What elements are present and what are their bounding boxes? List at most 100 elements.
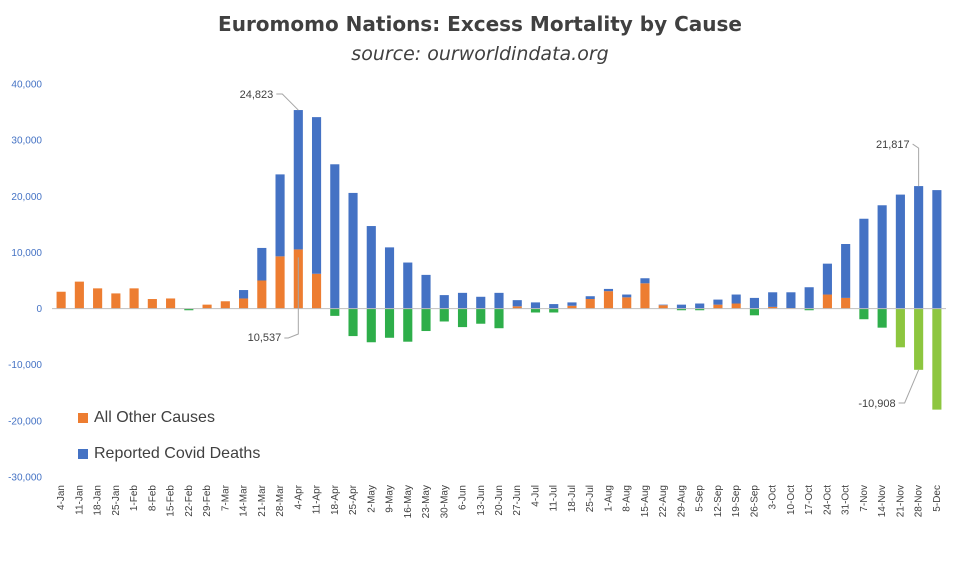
- bar-other-causes-negative: [366, 308, 376, 343]
- bar-covid-deaths: [749, 297, 759, 309]
- bar-other-causes-negative: [330, 308, 340, 316]
- x-tick-label: 11-Jul: [549, 485, 560, 512]
- x-tick-label: 18-Apr: [330, 484, 341, 515]
- bar-covid-deaths: [585, 296, 595, 300]
- bar-covid-deaths: [676, 304, 687, 309]
- x-tick-label: 14-Mar: [239, 484, 250, 516]
- bar-covid-deaths: [713, 299, 723, 305]
- bar-other-causes: [603, 291, 614, 309]
- bar-other-causes-negative: [348, 308, 358, 337]
- bar-other-causes: [239, 298, 249, 309]
- bar-other-causes-negative: [676, 308, 687, 311]
- x-tick-label: 8-Aug: [622, 485, 633, 512]
- bar-other-causes-negative: [877, 308, 887, 328]
- x-tick-label: 12-Sep: [713, 485, 724, 518]
- bar-covid-deaths: [330, 164, 340, 309]
- x-tick-label: 4-Jan: [56, 485, 67, 510]
- x-tick-label: 16-May: [403, 485, 414, 518]
- annotation-label: 21,817: [876, 139, 910, 151]
- y-tick-label: 20,000: [11, 192, 42, 203]
- x-tick-label: 2-May: [366, 485, 377, 513]
- x-tick-label: 10-Oct: [786, 485, 797, 515]
- bar-covid-deaths: [403, 262, 413, 309]
- x-tick-label: 11-Apr: [312, 484, 323, 514]
- x-tick-label: 29-Feb: [202, 485, 213, 517]
- y-tick-label: 40,000: [11, 80, 42, 91]
- bar-other-causes-negative: [859, 308, 869, 320]
- bar-covid-deaths: [366, 226, 376, 309]
- annotation-leader: [912, 143, 920, 187]
- x-tick-label: 28-Nov: [914, 485, 925, 517]
- bar-covid-deaths: [239, 290, 249, 299]
- bar-other-causes: [640, 283, 650, 309]
- bar-covid-deaths: [932, 190, 942, 309]
- x-tick-label: 25-Apr: [348, 484, 359, 515]
- annotation-label: 10,537: [248, 332, 282, 344]
- bar-covid-deaths: [695, 303, 705, 309]
- bars: [56, 110, 942, 410]
- bar-covid-deaths: [530, 302, 541, 309]
- bar-covid-deaths: [804, 287, 814, 309]
- bar-covid-deaths: [859, 218, 869, 309]
- x-tick-label: 22-Feb: [184, 485, 195, 517]
- bar-covid-deaths: [895, 194, 905, 309]
- bar-other-causes: [166, 298, 176, 309]
- annotations: 24,823 10,537 21,817 -10,908: [240, 89, 920, 410]
- legend-item-covid-deaths: Reported Covid Deaths: [78, 445, 260, 463]
- bar-other-causes-negative: [421, 308, 431, 332]
- bar-other-causes-negative: [932, 308, 942, 410]
- bar-other-causes-negative: [494, 308, 504, 329]
- x-tick-label: 17-Oct: [804, 485, 815, 515]
- x-tick-label: 5-Sep: [695, 485, 706, 512]
- x-tick-label: 3-Oct: [768, 485, 779, 510]
- bar-covid-deaths: [512, 300, 522, 307]
- bar-other-causes-negative: [439, 308, 449, 322]
- annotation-leader: [276, 93, 299, 111]
- bar-other-causes: [822, 294, 832, 309]
- bar-other-causes-negative: [895, 308, 905, 348]
- bar-other-causes: [56, 291, 66, 309]
- bar-other-causes: [731, 303, 741, 309]
- x-tick-label: 8-Feb: [147, 485, 158, 512]
- x-tick-label: 9-May: [385, 485, 396, 513]
- bar-covid-deaths: [603, 288, 614, 292]
- x-tick-label: 28-Mar: [275, 484, 286, 516]
- bar-other-causes: [111, 293, 121, 309]
- x-tick-label: 21-Mar: [257, 484, 268, 516]
- x-tick-label: 30-May: [439, 485, 450, 518]
- bar-covid-deaths: [311, 117, 322, 274]
- legend-swatch-covid: [78, 449, 88, 459]
- bar-covid-deaths: [421, 274, 431, 309]
- y-tick-label: 0: [36, 304, 42, 315]
- bar-other-causes: [841, 297, 851, 309]
- bar-other-causes: [658, 305, 668, 309]
- x-tick-label: 26-Sep: [749, 485, 760, 518]
- annotation-label: -10,908: [858, 398, 895, 410]
- annotation-leader: [898, 369, 920, 404]
- x-tick-label: 23-May: [421, 485, 432, 518]
- bar-covid-deaths: [457, 292, 468, 309]
- x-tick-label: 15-Feb: [166, 485, 177, 517]
- bar-other-causes: [567, 305, 577, 309]
- bar-other-causes: [512, 306, 522, 309]
- x-tick-label: 7-Mar: [220, 484, 231, 511]
- bar-covid-deaths: [439, 295, 449, 309]
- bar-other-causes: [311, 273, 322, 309]
- y-tick-label: 30,000: [11, 136, 42, 147]
- bar-other-causes: [147, 299, 157, 309]
- bar-covid-deaths: [768, 292, 778, 307]
- x-tick-label: 4-Apr: [293, 484, 304, 509]
- bar-covid-deaths: [914, 186, 924, 309]
- bar-other-causes: [220, 301, 230, 309]
- legend-label-other: All Other Causes: [94, 409, 215, 426]
- chart-title: Euromomo Nations: Excess Mortality by Ca…: [218, 12, 742, 36]
- x-tick-label: 1-Aug: [603, 485, 614, 512]
- bar-other-causes-negative: [549, 308, 559, 313]
- legend-label-covid: Reported Covid Deaths: [94, 445, 261, 462]
- y-tick-label: -20,000: [8, 416, 42, 427]
- bar-other-causes-negative: [914, 308, 924, 370]
- x-tick-label: 7-Nov: [859, 485, 870, 512]
- x-tick-label: 31-Oct: [841, 485, 852, 515]
- bar-other-causes: [129, 288, 139, 309]
